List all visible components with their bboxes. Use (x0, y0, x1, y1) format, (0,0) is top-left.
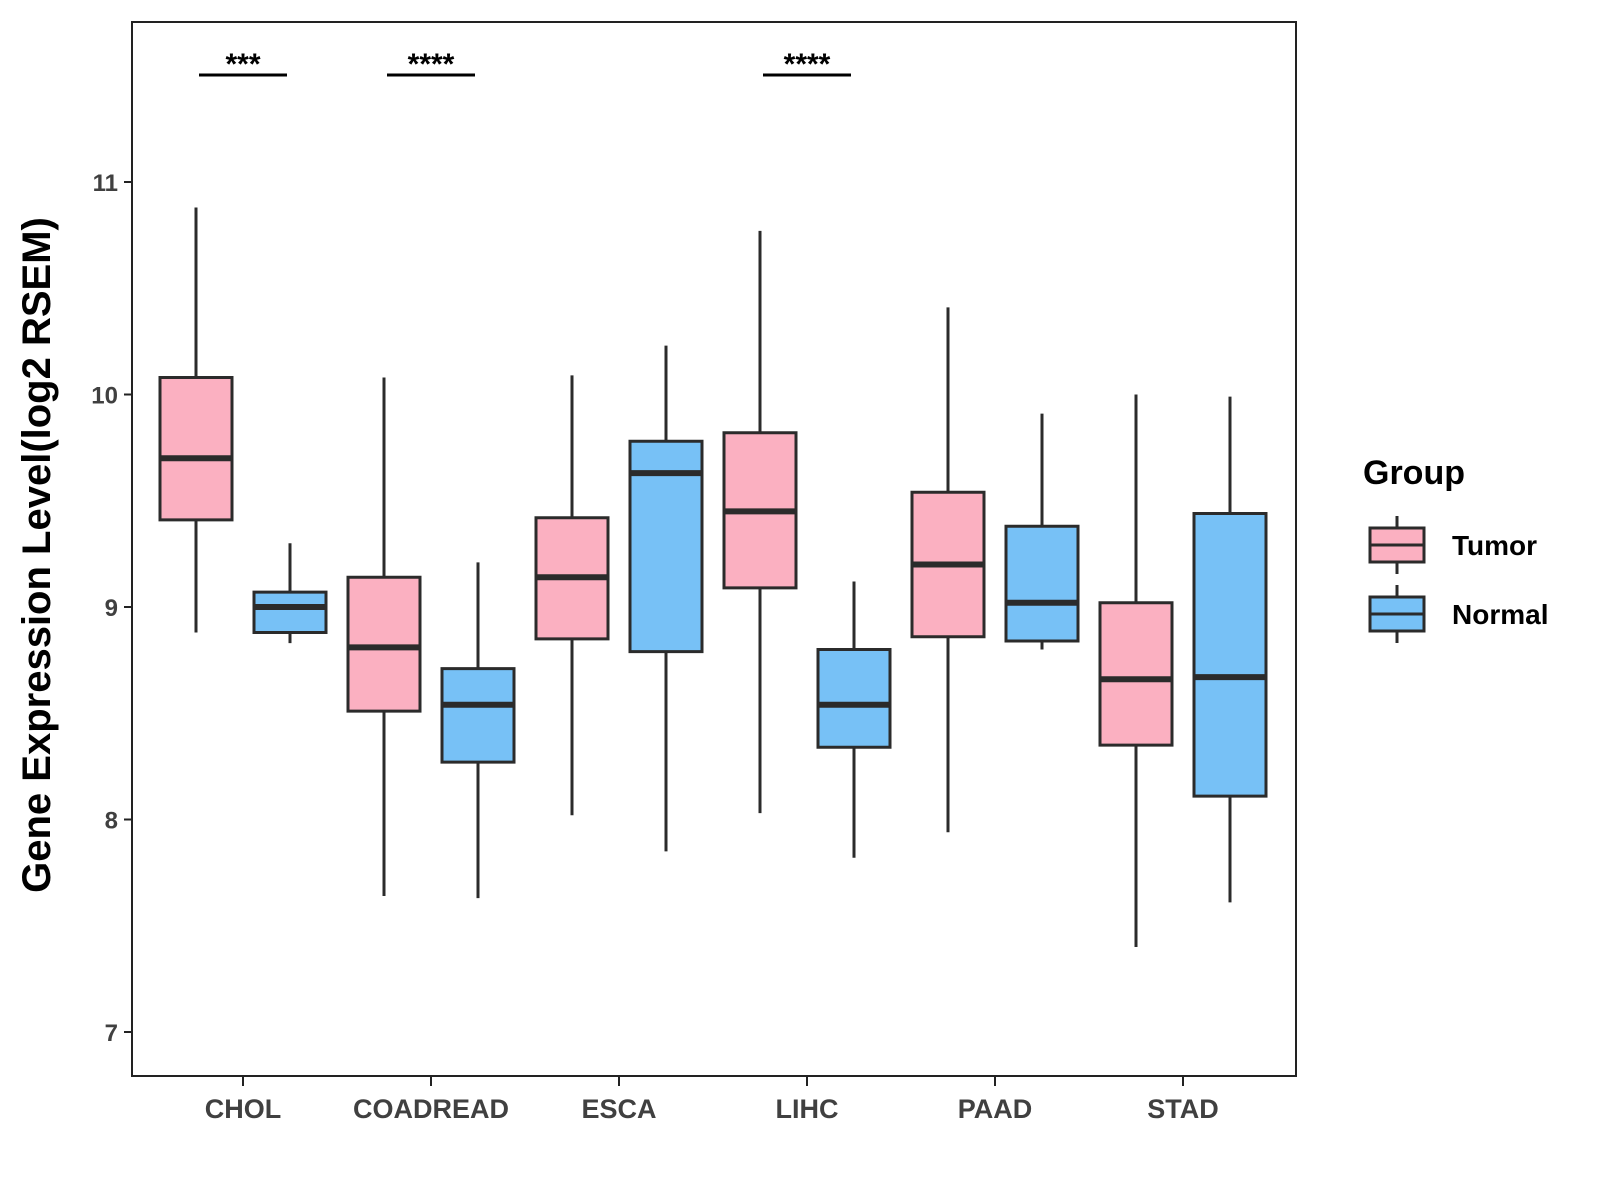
box-normal-esca (628, 345, 704, 852)
y-axis: 7 8 9 10 11 (91, 170, 132, 1047)
x-axis: CHOL COADREAD ESCA LIHC PAAD STAD (205, 1076, 1219, 1124)
plot-panel (131, 21, 1297, 1077)
box-normal-coadread (440, 562, 516, 899)
box-normal-paad (1004, 413, 1080, 650)
box-tumor-paad (910, 307, 986, 833)
legend: Group Tumor Normal (1363, 454, 1548, 643)
legend-item-normal: Normal (1368, 585, 1548, 643)
x-tick-label: LIHC (776, 1094, 839, 1124)
box-normal-chol (252, 543, 328, 644)
x-tick-label: COADREAD (353, 1094, 509, 1124)
box-tumor-esca (534, 375, 610, 816)
box-tumor-stad (1098, 394, 1174, 947)
box-normal-lihc (816, 581, 892, 858)
legend-title: Group (1363, 454, 1465, 492)
box-body (1004, 524, 1080, 643)
box-body (346, 575, 422, 713)
x-tick-label: PAAD (958, 1094, 1033, 1124)
box-body (440, 667, 516, 764)
legend-item-tumor: Tumor (1368, 516, 1537, 574)
box-body (816, 648, 892, 749)
box-tumor-coadread (346, 377, 422, 896)
box-marks (158, 207, 1268, 947)
y-axis-title: Gene Expression Level(log2 RSEM) (15, 217, 59, 893)
box-body (158, 376, 234, 522)
box-tumor-lihc (722, 230, 798, 814)
y-tick-label: 11 (93, 170, 118, 197)
panel-border (131, 21, 1297, 1077)
legend-label: Tumor (1452, 530, 1537, 561)
y-tick-label: 8 (105, 808, 118, 835)
legend-label: Normal (1452, 599, 1548, 630)
y-tick-label: 7 (105, 1020, 118, 1047)
y-tick-label: 9 (105, 595, 118, 622)
significance-label: **** (784, 48, 831, 81)
x-tick-label: STAD (1147, 1094, 1219, 1124)
x-tick-label: ESCA (581, 1094, 656, 1124)
box-normal-stad (1192, 396, 1268, 903)
x-tick-label: CHOL (205, 1094, 282, 1124)
significance-annotations: *** **** **** (199, 48, 851, 81)
significance-label: *** (225, 48, 260, 81)
box-body (1192, 512, 1268, 798)
significance-label: **** (408, 48, 455, 81)
box-tumor-chol (158, 207, 234, 633)
box-body (1098, 601, 1174, 747)
box-body (252, 590, 328, 634)
y-tick-label: 10 (91, 383, 118, 410)
box-body (628, 439, 704, 654)
